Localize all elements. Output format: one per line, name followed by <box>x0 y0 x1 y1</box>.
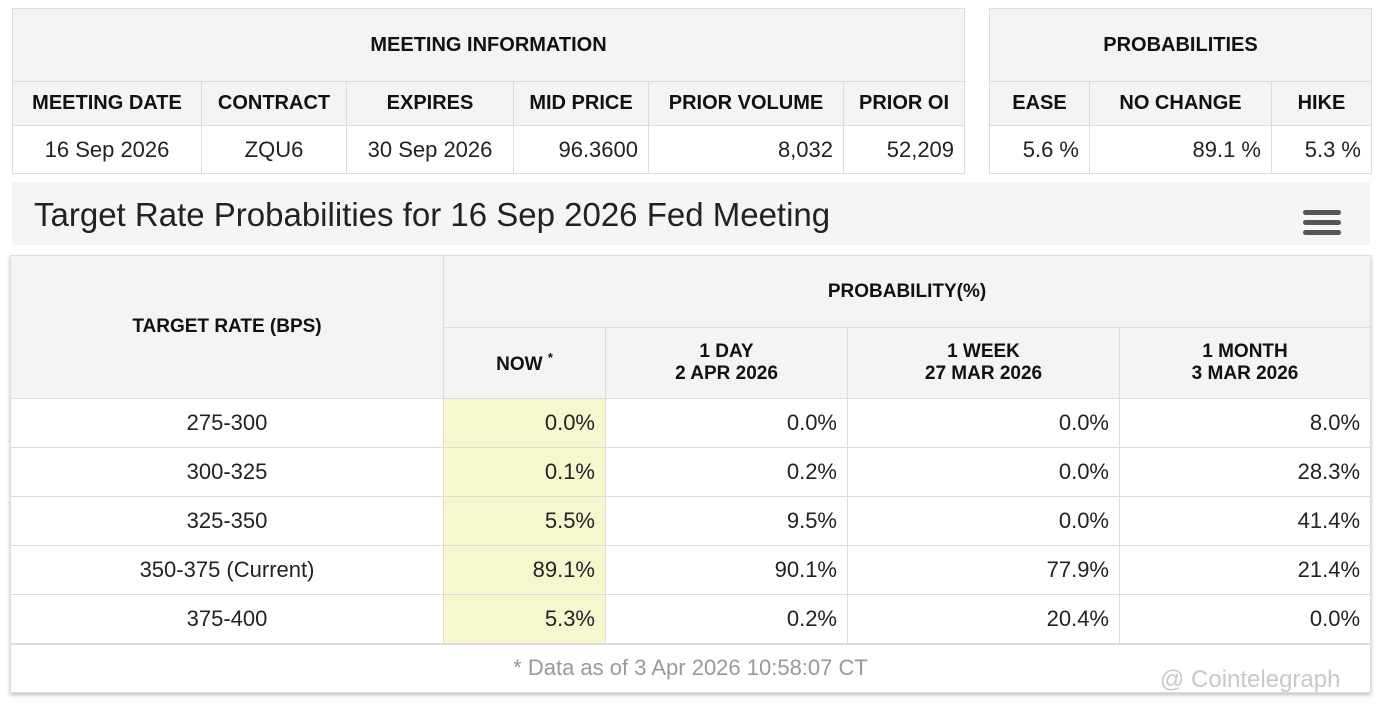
header-row: NOW * 1 DAY 2 APR 2026 1 WEEK 27 MAR 2026 1 M… <box>11 327 1372 399</box>
cell: 5.3% <box>443 594 606 644</box>
column-header: NO CHANGE <box>1089 81 1272 126</box>
cell: 8.0% <box>1118 398 1372 448</box>
cell: 28.3% <box>1118 447 1372 497</box>
cell: 89.1% <box>443 545 606 595</box>
column-label: 1 MONTH <box>1202 341 1288 362</box>
header-row: TARGET RATE (BPS) PROBABILITY(%) <box>10 255 1372 399</box>
cell: 5.3 % <box>1271 125 1372 174</box>
cell: 5.6 % <box>989 125 1090 174</box>
rate-table: TARGET RATE (BPS) PROBABILITY(%) NOW * 1 DA… <box>9 255 1372 693</box>
cell: 9.5% <box>605 496 848 546</box>
menu-line <box>1303 230 1341 235</box>
cell: 5.5% <box>443 496 606 546</box>
header-row: EASE NO CHANGE HIKE <box>989 81 1372 126</box>
column-header: 1 WEEK 27 MAR 2026 <box>847 327 1120 399</box>
cell: 375-400 <box>10 594 444 644</box>
cell: 0.0% <box>847 496 1120 546</box>
cell: 0.0% <box>847 398 1120 448</box>
cell: 350-375 (Current) <box>10 545 444 595</box>
column-header: PRIOR OI <box>842 81 966 126</box>
cell: 0.2% <box>605 447 848 497</box>
column-date: 27 MAR 2026 <box>924 363 1043 384</box>
footnote-mark: * <box>547 350 553 365</box>
footnote: * Data as of 3 Apr 2026 10:58:07 CT <box>9 642 1372 693</box>
column-header: 1 DAY 2 APR 2026 <box>605 327 848 399</box>
cell: 0.0% <box>443 398 606 448</box>
data-row: 300-325 0.1% 0.2% 0.0% 28.3% <box>10 447 1372 497</box>
cell: 90.1% <box>605 545 848 595</box>
cell: 52,209 <box>842 125 966 174</box>
column-header: MID PRICE <box>513 81 649 126</box>
column-header: HIKE <box>1271 81 1372 126</box>
cell: 89.1 % <box>1089 125 1272 174</box>
column-date: 3 MAR 2026 <box>1191 363 1299 384</box>
column-header: EXPIRES <box>346 81 514 126</box>
column-label: 1 DAY <box>699 341 754 362</box>
table-title: MEETING INFORMATION <box>11 8 966 82</box>
header-row: MEETING DATE CONTRACT EXPIRES MID PRICE PRIO… <box>12 81 966 126</box>
title-row: MEETING INFORMATION <box>11 8 966 82</box>
data-row: 5.6 % 89.1 % 5.3 % <box>989 125 1372 174</box>
column-header: 1 MONTH 3 MAR 2026 <box>1118 327 1372 399</box>
probabilities-table: PROBABILITIES EASE NO CHANGE HIKE 5.6 % 89.1 … <box>989 8 1372 174</box>
cell: 41.4% <box>1118 496 1372 546</box>
data-row: 16 Sep 2026 ZQU6 30 Sep 2026 96.3600 8,032 52… <box>12 125 966 174</box>
column-date: 2 APR 2026 <box>675 363 778 384</box>
cell: 275-300 <box>10 398 444 448</box>
chart-title: Target Rate Probabilities for 16 Sep 202… <box>34 196 831 233</box>
column-header: MEETING DATE <box>12 81 202 126</box>
cell: 0.0% <box>605 398 848 448</box>
cell: 20.4% <box>847 594 1120 644</box>
data-row: 350-375 (Current) 89.1% 90.1% 77.9% 21.4% <box>10 545 1372 595</box>
data-row: 275-300 0.0% 0.0% 0.0% 8.0% <box>10 398 1372 448</box>
cell: 0.0% <box>1118 594 1372 644</box>
cell: ZQU6 <box>201 125 347 174</box>
column-header: NOW * <box>443 327 606 399</box>
cell: 0.2% <box>605 594 848 644</box>
cell: 8,032 <box>648 125 844 174</box>
column-label: NOW <box>496 354 543 375</box>
column-header: CONTRACT <box>201 81 347 126</box>
column-header: PRIOR VOLUME <box>648 81 844 126</box>
footnote-row: * Data as of 3 Apr 2026 10:58:07 CT <box>9 642 1372 693</box>
data-row: 325-350 5.5% 9.5% 0.0% 41.4% <box>10 496 1372 546</box>
watermark: @ Cointelegraph <box>1160 666 1341 693</box>
menu-line <box>1303 220 1341 225</box>
title-row: PROBABILITIES <box>989 8 1372 82</box>
cell: 300-325 <box>10 447 444 497</box>
cell: 16 Sep 2026 <box>12 125 202 174</box>
title-bar: Target Rate Probabilities for 16 Sep 202… <box>12 182 1370 245</box>
table-title: PROBABILITIES <box>989 8 1372 82</box>
menu-line <box>1303 210 1341 215</box>
cell: 96.3600 <box>513 125 649 174</box>
cell: 77.9% <box>847 545 1120 595</box>
cell: 30 Sep 2026 <box>346 125 514 174</box>
cell: 0.1% <box>443 447 606 497</box>
meeting-info-table: MEETING INFORMATION MEETING DATE CONTRACT E… <box>11 8 966 174</box>
rate-header: TARGET RATE (BPS) <box>10 255 444 399</box>
menu-button[interactable] <box>1303 208 1343 238</box>
cell: 0.0% <box>847 447 1120 497</box>
data-row: 375-400 5.3% 0.2% 20.4% 0.0% <box>10 594 1372 644</box>
probability-header: PROBABILITY(%) <box>442 255 1372 328</box>
column-label: 1 WEEK <box>947 341 1020 362</box>
cell: 21.4% <box>1118 545 1372 595</box>
column-header: EASE <box>989 81 1090 126</box>
cell: 325-350 <box>10 496 444 546</box>
